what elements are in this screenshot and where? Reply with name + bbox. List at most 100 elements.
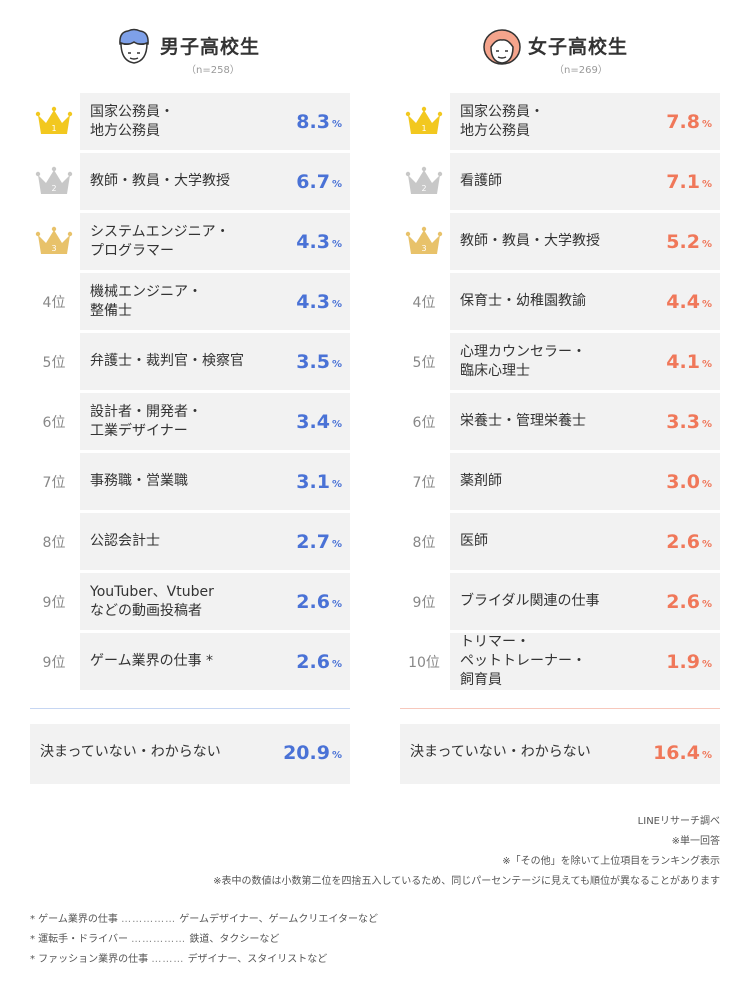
- job-label: 機械エンジニア・ 整備士: [90, 283, 202, 319]
- rank-number: 3: [51, 244, 56, 253]
- value-unit: %: [331, 179, 342, 190]
- job-label: 薬剤師: [460, 473, 502, 489]
- ranking-cell: 国家公務員・ 地方公務員 8.3%: [80, 93, 350, 150]
- rank-marker: 4位: [42, 294, 66, 311]
- job-label: 事務職・営業職: [90, 473, 188, 489]
- summary-label: 決まっていない・わからない: [40, 744, 221, 760]
- value-unit: %: [701, 299, 712, 310]
- girls-sample-size: （n=269）: [554, 65, 608, 76]
- boy-face-icon: [119, 28, 149, 64]
- girls-title: 女子高校生: [528, 36, 629, 58]
- rank-marker: 8位: [42, 534, 66, 551]
- value-number: 2.7: [296, 530, 330, 553]
- value-unit: %: [331, 119, 342, 130]
- job-label: 教師・教員・大学教授: [460, 233, 600, 249]
- value-number: 4.1: [666, 350, 700, 373]
- value-unit: %: [331, 479, 342, 490]
- percentage-value: 3.5%: [296, 333, 342, 390]
- ranking-row: 4位 保育士・幼稚園教諭 4.4%: [400, 273, 720, 330]
- bronze-crown-icon: 3: [405, 226, 443, 254]
- rank-marker: 6位: [42, 414, 66, 431]
- value-unit: %: [701, 419, 712, 430]
- value-number: 1.9: [666, 650, 700, 673]
- job-label: 設計者・開発者・ 工業デザイナー: [90, 403, 202, 439]
- girls-header: 女子高校生 （n=269）: [400, 0, 720, 93]
- job-label: 公認会計士: [90, 533, 160, 549]
- ranking-row: 3 システムエンジニア・ プログラマー 4.3%: [30, 213, 350, 270]
- ranking-row: 1 国家公務員・ 地方公務員 7.8%: [400, 93, 720, 150]
- rank-marker: 2: [30, 153, 78, 210]
- rank-marker: 9位: [412, 594, 436, 611]
- value-unit: %: [331, 539, 342, 550]
- value-number: 5.2: [666, 230, 700, 253]
- percentage-value: 8.3%: [296, 93, 342, 150]
- job-label: ブライダル関連の仕事: [460, 593, 600, 609]
- ranking-cell: ゲーム業界の仕事 * 2.6%: [80, 633, 350, 690]
- ranking-row: 2 教師・教員・大学教授 6.7%: [30, 153, 350, 210]
- bronze-crown-icon: 3: [35, 226, 73, 254]
- value-number: 6.7: [296, 170, 330, 193]
- ranking-row: 7位 薬剤師 3.0%: [400, 453, 720, 510]
- percentage-value: 2.6%: [296, 633, 342, 690]
- rank-number: 3: [421, 244, 426, 253]
- ranking-cell: システムエンジニア・ プログラマー 4.3%: [80, 213, 350, 270]
- value-number: 4.3: [296, 230, 330, 253]
- job-label: 教師・教員・大学教授: [90, 173, 230, 189]
- ranking-row: 9位 ゲーム業界の仕事 * 2.6%: [30, 633, 350, 690]
- value-number: 2.6: [296, 650, 330, 673]
- rank-number: 2: [51, 184, 56, 193]
- percentage-value: 2.6%: [666, 573, 712, 630]
- girls-column: 女子高校生 （n=269） 1 国家公務員・ 地方公務員 7.8% 2 看護師 7.1% 3…: [400, 0, 720, 784]
- job-label: 栄養士・管理栄養士: [460, 413, 586, 429]
- job-label: 弁護士・裁判官・検察官: [90, 353, 244, 369]
- rank-marker: 9位: [42, 594, 66, 611]
- rank-marker: 1: [30, 93, 78, 150]
- boys-title: 男子高校生: [160, 36, 261, 58]
- job-label: トリマー・ ペットトレーナー・ 飼育員: [460, 634, 586, 688]
- value-unit: %: [701, 359, 712, 370]
- percentage-value: 5.2%: [666, 213, 712, 270]
- ranking-cell: 保育士・幼稚園教諭 4.4%: [450, 273, 720, 330]
- ranking-cell: 事務職・営業職 3.1%: [80, 453, 350, 510]
- value-unit: %: [331, 359, 342, 370]
- ranking-row: 9位 ブライダル関連の仕事 2.6%: [400, 573, 720, 630]
- percentage-value: 2.6%: [296, 573, 342, 630]
- footnote-line: * ファッション業界の仕事 ……… デザイナー、スタイリストなど: [30, 954, 328, 965]
- ranking-row: 4位 機械エンジニア・ 整備士 4.3%: [30, 273, 350, 330]
- ranking-cell: 国家公務員・ 地方公務員 7.8%: [450, 93, 720, 150]
- value-unit: %: [331, 599, 342, 610]
- ranking-cell: 看護師 7.1%: [450, 153, 720, 210]
- ranking-cell: 教師・教員・大学教授 6.7%: [80, 153, 350, 210]
- rank-marker: 2: [400, 153, 448, 210]
- value-unit: %: [331, 419, 342, 430]
- value-number: 2.6: [296, 590, 330, 613]
- percentage-value: 2.7%: [296, 513, 342, 570]
- job-label: 保育士・幼稚園教諭: [460, 293, 586, 309]
- value-number: 2.6: [666, 590, 700, 613]
- note-line: ※「その他」を除いて上位項目をランキング表示: [502, 856, 720, 867]
- summary-value: 16.4%: [653, 741, 712, 764]
- ranking-row: 5位 弁護士・裁判官・検察官 3.5%: [30, 333, 350, 390]
- ranking-cell: 機械エンジニア・ 整備士 4.3%: [80, 273, 350, 330]
- percentage-value: 6.7%: [296, 153, 342, 210]
- value-unit: %: [701, 119, 712, 130]
- value-unit: %: [331, 659, 342, 670]
- value-number: 3.3: [666, 410, 700, 433]
- job-label: 医師: [460, 533, 488, 549]
- ranking-row: 8位 公認会計士 2.7%: [30, 513, 350, 570]
- value-number: 3.1: [296, 470, 330, 493]
- boys-sample-size: （n=258）: [186, 65, 240, 76]
- value-number: 4.4: [666, 290, 700, 313]
- boys-separator: [30, 708, 350, 709]
- value-number: 3.5: [296, 350, 330, 373]
- rank-marker: 8位: [412, 534, 436, 551]
- value-number: 3.4: [296, 410, 330, 433]
- ranking-cell: 薬剤師 3.0%: [450, 453, 720, 510]
- ranking-row: 5位 心理カウンセラー・ 臨床心理士 4.1%: [400, 333, 720, 390]
- note-line: ※表中の数値は小数第二位を四捨五入しているため、同じパーセンテージに見えても順位…: [213, 876, 720, 887]
- percentage-value: 3.3%: [666, 393, 712, 450]
- ranking-cell: 弁護士・裁判官・検察官 3.5%: [80, 333, 350, 390]
- percentage-value: 7.8%: [666, 93, 712, 150]
- gold-crown-icon: 1: [35, 106, 73, 134]
- rank-marker: 4位: [412, 294, 436, 311]
